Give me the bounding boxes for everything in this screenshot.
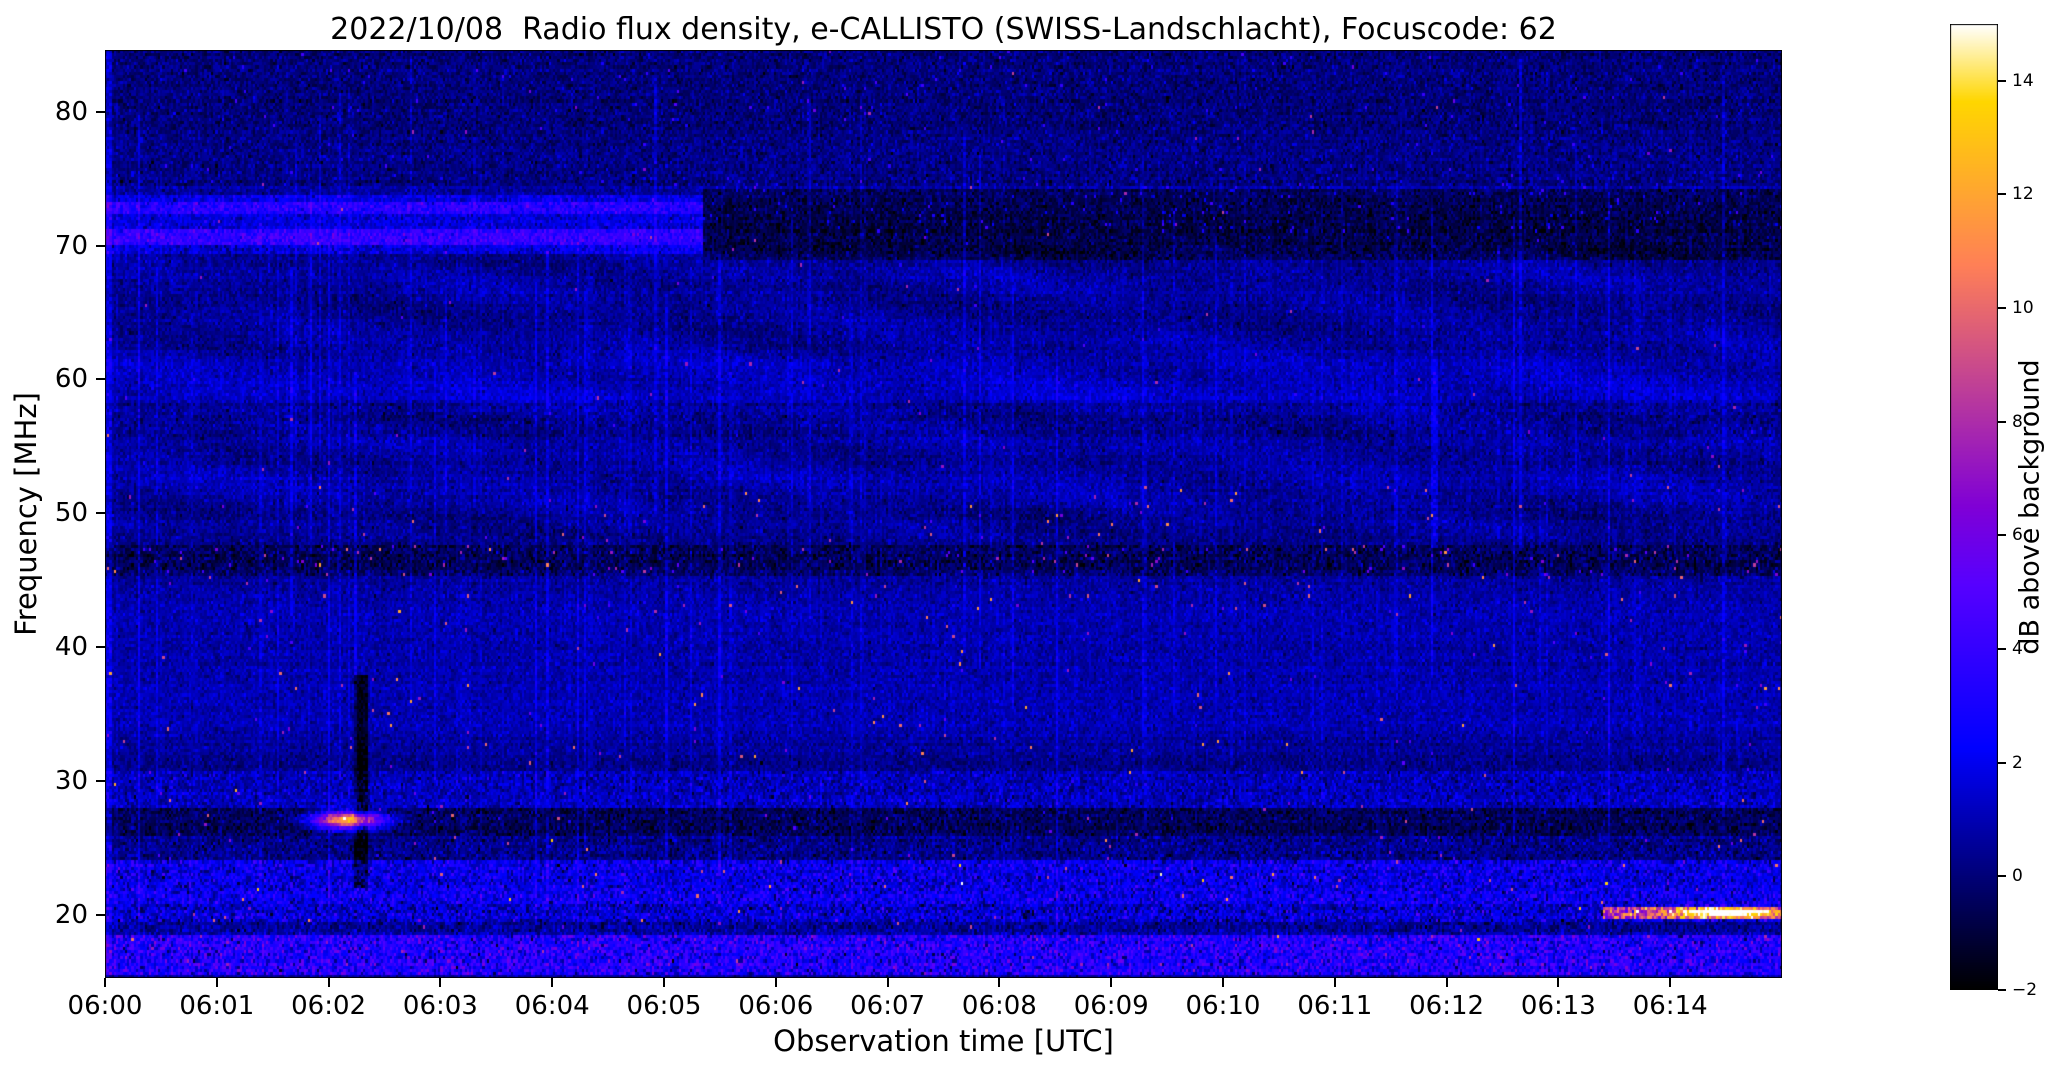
x-tick-label: 06:02: [291, 991, 367, 1021]
x-tick-label: 06:04: [514, 991, 590, 1021]
x-axis-label: Observation time [UTC]: [773, 1024, 1114, 1058]
colorbar-tick-label: 14: [2012, 70, 2034, 91]
x-tick-label: 06:05: [626, 991, 702, 1021]
colorbar: [1950, 24, 1998, 990]
x-tick-label: 06:11: [1297, 991, 1373, 1021]
colorbar-tick-mark: [1998, 307, 2006, 310]
colorbar-tick-mark: [1998, 193, 2006, 196]
x-tick-mark: [104, 978, 106, 987]
y-tick-label: 80: [54, 96, 88, 127]
x-tick-label: 06:06: [738, 991, 814, 1021]
colorbar-tick-label: 2: [2012, 752, 2023, 773]
colorbar-tick-mark: [1998, 648, 2006, 651]
x-tick-mark: [439, 978, 442, 987]
x-tick-mark: [1557, 978, 1560, 987]
x-tick-label: 06:13: [1520, 991, 1596, 1021]
colorbar-tick-mark: [1998, 420, 2006, 423]
colorbar-label: dB above background: [2014, 359, 2046, 655]
y-tick-mark: [96, 110, 105, 113]
x-tick-label: 06:09: [1073, 991, 1149, 1021]
x-tick-mark: [327, 978, 330, 987]
x-tick-label: 06:08: [961, 991, 1037, 1021]
x-tick-mark: [774, 978, 777, 987]
x-tick-mark: [998, 978, 1001, 987]
colorbar-tick-mark: [1998, 79, 2006, 82]
y-tick-mark: [96, 780, 105, 783]
colorbar-tick-mark: [1998, 875, 2006, 878]
colorbar-tick-label: 12: [2012, 184, 2034, 205]
x-tick-label: 06:12: [1409, 991, 1485, 1021]
x-tick-mark: [1222, 978, 1224, 987]
x-tick-mark: [1669, 978, 1672, 987]
y-tick-label: 50: [54, 498, 88, 529]
y-tick-label: 40: [54, 632, 88, 663]
x-tick-mark: [886, 978, 889, 987]
colorbar-tick-label: 4: [2012, 639, 2023, 660]
x-tick-mark: [1445, 978, 1448, 987]
colorbar-tick-label: 10: [2012, 298, 2034, 319]
colorbar-tick-mark: [1998, 761, 2006, 764]
colorbar-tick-mark: [1998, 534, 2006, 537]
y-tick-mark: [96, 914, 105, 917]
x-tick-label: 06:07: [850, 991, 926, 1021]
y-tick-mark: [96, 512, 105, 515]
x-tick-mark: [551, 978, 554, 987]
x-tick-label: 06:00: [67, 991, 143, 1021]
spectrogram-canvas: [105, 50, 1782, 978]
x-tick-mark: [215, 978, 218, 987]
y-tick-mark: [96, 646, 105, 649]
x-tick-mark: [1333, 978, 1336, 987]
x-tick-label: 06:03: [402, 991, 478, 1021]
colorbar-tick-label: −2: [2012, 980, 2038, 1000]
chart-title: 2022/10/08 Radio flux density, e-CALLIST…: [330, 12, 1557, 47]
y-tick-label: 20: [54, 900, 88, 931]
x-tick-mark: [1110, 978, 1113, 987]
x-tick-mark: [663, 978, 665, 987]
x-tick-label: 06:14: [1632, 991, 1708, 1021]
x-tick-label: 06:10: [1185, 991, 1261, 1021]
y-tick-mark: [96, 378, 105, 381]
y-tick-mark: [96, 244, 105, 247]
y-tick-label: 30: [54, 766, 88, 797]
y-tick-label: 70: [54, 230, 88, 261]
colorbar-tick-label: 0: [2012, 866, 2023, 887]
y-tick-label: 60: [54, 364, 88, 395]
x-tick-label: 06:01: [179, 991, 255, 1021]
colorbar-tick-label: 6: [2012, 525, 2023, 546]
colorbar-tick-label: 8: [2012, 411, 2023, 432]
colorbar-tick-mark: [1998, 989, 2006, 991]
